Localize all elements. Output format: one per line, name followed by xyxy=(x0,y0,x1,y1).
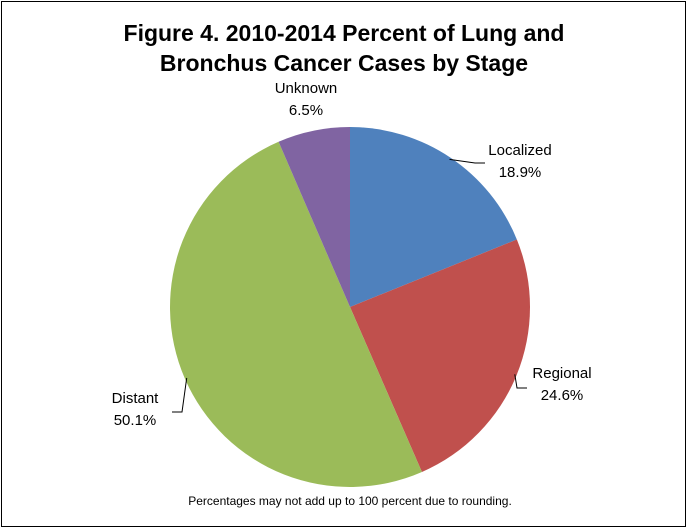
slice-value-label: 18.9% xyxy=(499,164,542,181)
pie-slice xyxy=(278,127,350,307)
pie-slice xyxy=(350,127,517,307)
slice-label: Localized xyxy=(488,142,551,159)
slice-label: Unknown xyxy=(275,80,338,97)
pie-slice xyxy=(170,141,422,487)
leader-line xyxy=(449,158,485,164)
leader-line xyxy=(172,377,188,413)
pie-slice xyxy=(350,239,530,473)
leader-line xyxy=(514,374,527,389)
footnote: Percentages may not add up to 100 percen… xyxy=(188,494,512,508)
slice-value-label: 24.6% xyxy=(541,387,584,404)
chart-title: Figure 4. 2010-2014 Percent of Lung and … xyxy=(123,20,565,76)
slice-value-label: 6.5% xyxy=(289,102,323,119)
slice-label: Distant xyxy=(112,390,160,407)
slice-label: Regional xyxy=(532,365,591,382)
slice-value-label: 50.1% xyxy=(114,412,157,429)
